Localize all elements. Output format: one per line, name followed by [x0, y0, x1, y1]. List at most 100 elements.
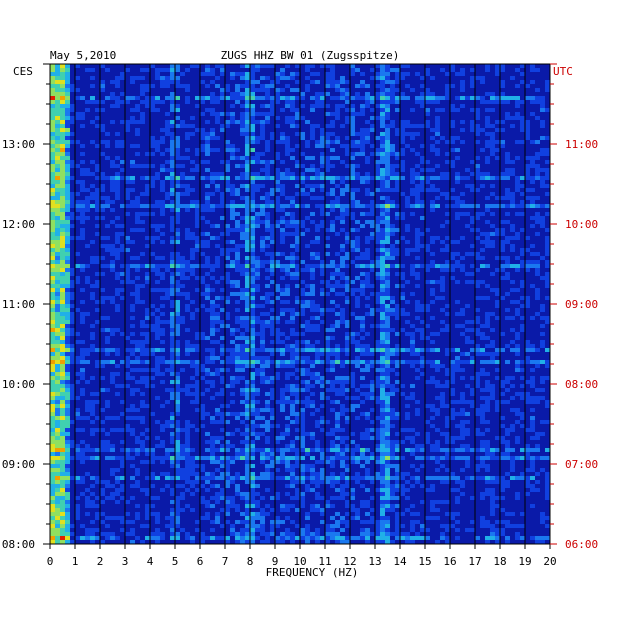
spectrogram-cell — [140, 444, 145, 448]
spectrogram-cell — [130, 404, 135, 408]
spectrogram-cell — [380, 116, 385, 120]
spectrogram-cell — [50, 424, 55, 428]
spectrogram-cell — [175, 372, 180, 376]
spectrogram-cell — [370, 392, 375, 396]
spectrogram-cell — [530, 264, 535, 268]
spectrogram-cell — [500, 92, 505, 96]
spectrogram-cell — [295, 284, 300, 288]
spectrogram-cell — [535, 448, 540, 452]
spectrogram-cell — [195, 408, 200, 412]
spectrogram-cell — [290, 448, 295, 452]
spectrogram-cell — [110, 448, 115, 452]
spectrogram-cell — [510, 316, 515, 320]
spectrogram-cell — [425, 160, 430, 164]
spectrogram-cell — [55, 140, 60, 144]
spectrogram-cell — [335, 108, 340, 112]
spectrogram-cell — [415, 256, 420, 260]
spectrogram-cell — [305, 156, 310, 160]
spectrogram-cell — [325, 284, 330, 288]
spectrogram-cell — [290, 388, 295, 392]
spectrogram-cell — [440, 476, 445, 480]
spectrogram-cell — [180, 72, 185, 76]
spectrogram-cell — [510, 456, 515, 460]
spectrogram-cell — [350, 332, 355, 336]
spectrogram-cell — [225, 160, 230, 164]
spectrogram-cell — [60, 80, 65, 84]
spectrogram-cell — [540, 332, 545, 336]
spectrogram-cell — [155, 360, 160, 364]
spectrogram-cell — [360, 176, 365, 180]
spectrogram-cell — [90, 256, 95, 260]
spectrogram-cell — [505, 448, 510, 452]
spectrogram-cell — [150, 236, 155, 240]
spectrogram-cell — [255, 176, 260, 180]
spectrogram-cell — [355, 152, 360, 156]
spectrogram-cell — [235, 212, 240, 216]
spectrogram-cell — [50, 296, 55, 300]
spectrogram-cell — [60, 444, 65, 448]
spectrogram-cell — [175, 180, 180, 184]
spectrogram-cell — [245, 72, 250, 76]
spectrogram-cell — [485, 452, 490, 456]
spectrogram-cell — [50, 188, 55, 192]
spectrogram-cell — [170, 420, 175, 424]
spectrogram-cell — [145, 340, 150, 344]
spectrogram-cell — [65, 356, 70, 360]
spectrogram-cell — [525, 400, 530, 404]
spectrogram-cell — [300, 468, 305, 472]
spectrogram-cell — [520, 260, 525, 264]
spectrogram-cell — [260, 476, 265, 480]
spectrogram-cell — [385, 292, 390, 296]
spectrogram-cell — [485, 388, 490, 392]
spectrogram-cell — [290, 256, 295, 260]
spectrogram-cell — [265, 144, 270, 148]
spectrogram-cell — [130, 428, 135, 432]
spectrogram-cell — [375, 228, 380, 232]
spectrogram-cell — [195, 456, 200, 460]
spectrogram-cell — [480, 388, 485, 392]
spectrogram-cell — [385, 156, 390, 160]
spectrogram-cell — [355, 140, 360, 144]
spectrogram-cell — [275, 184, 280, 188]
spectrogram-cell — [545, 252, 550, 256]
spectrogram-cell — [135, 216, 140, 220]
spectrogram-cell — [385, 364, 390, 368]
spectrogram-cell — [80, 356, 85, 360]
spectrogram-cell — [510, 340, 515, 344]
spectrogram-cell — [445, 176, 450, 180]
spectrogram-cell — [545, 472, 550, 476]
spectrogram-cell — [105, 248, 110, 252]
spectrogram-cell — [385, 428, 390, 432]
spectrogram-cell — [545, 260, 550, 264]
spectrogram-cell — [450, 84, 455, 88]
spectrogram-cell — [250, 276, 255, 280]
spectrogram-cell — [515, 436, 520, 440]
spectrogram-cell — [170, 356, 175, 360]
spectrogram-cell — [65, 332, 70, 336]
spectrogram-cell — [330, 400, 335, 404]
spectrogram-cell — [355, 68, 360, 72]
spectrogram-cell — [285, 364, 290, 368]
spectrogram-cell — [245, 428, 250, 432]
spectrogram-cell — [55, 320, 60, 324]
spectrogram-cell — [165, 176, 170, 180]
spectrogram-cell — [540, 456, 545, 460]
spectrogram-cell — [60, 216, 65, 220]
spectrogram-cell — [495, 140, 500, 144]
spectrogram-cell — [210, 352, 215, 356]
spectrogram-cell — [90, 324, 95, 328]
spectrogram-cell — [510, 160, 515, 164]
spectrogram-cell — [65, 316, 70, 320]
spectrogram-cell — [225, 476, 230, 480]
spectrogram-cell — [410, 448, 415, 452]
spectrogram-cell — [460, 412, 465, 416]
spectrogram-cell — [310, 476, 315, 480]
spectrogram-cell — [380, 476, 385, 480]
spectrogram-cell — [290, 156, 295, 160]
spectrogram-cell — [190, 272, 195, 276]
spectrogram-cell — [520, 476, 525, 480]
spectrogram-cell — [350, 404, 355, 408]
spectrogram-cell — [505, 116, 510, 120]
spectrogram-cell — [60, 76, 65, 80]
spectrogram-cell — [445, 436, 450, 440]
